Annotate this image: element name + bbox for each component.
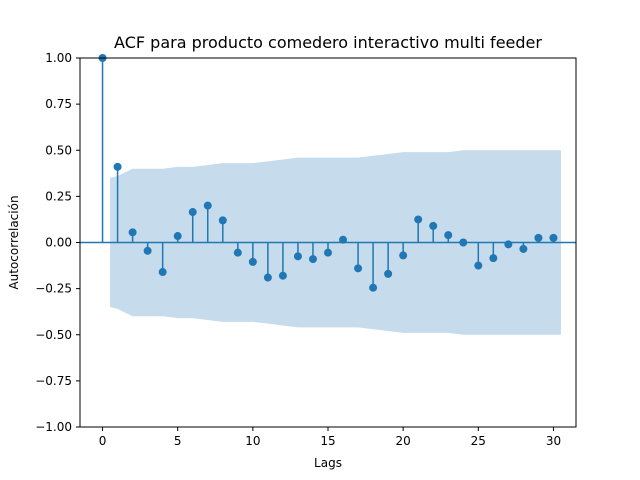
- acf-point: [339, 235, 348, 244]
- y-tick-label: −0.75: [35, 374, 72, 388]
- x-tick-label: 10: [245, 434, 260, 448]
- x-tick-label: 5: [174, 434, 182, 448]
- acf-point: [519, 244, 528, 253]
- acf-point: [293, 252, 302, 261]
- acf-point: [534, 233, 543, 242]
- x-tick-label: 30: [546, 434, 561, 448]
- acf-point: [429, 221, 438, 230]
- acf-point: [203, 201, 212, 210]
- acf-point: [549, 233, 558, 242]
- x-axis-ticks: 0 5 10 15 20 25 30: [99, 427, 561, 448]
- y-tick-label: 0.25: [45, 189, 72, 203]
- acf-point: [504, 240, 513, 249]
- acf-point: [324, 248, 332, 257]
- acf-point: [143, 246, 152, 255]
- acf-point: [414, 215, 423, 224]
- acf-point: [278, 271, 287, 280]
- x-tick-label: 0: [99, 434, 107, 448]
- y-tick-label: 0.75: [45, 97, 72, 111]
- y-axis-label: Autocorrelación: [7, 195, 21, 289]
- y-tick-label: −0.50: [35, 328, 72, 342]
- acf-point: [489, 254, 498, 263]
- acf-point: [399, 251, 408, 260]
- y-tick-label: 1.00: [45, 51, 72, 65]
- y-axis-ticks: −1.00 −0.75 −0.50 −0.25 0.00 0.25 0.50 0.75 1.00: [35, 51, 80, 434]
- y-tick-label: 0.50: [45, 143, 72, 157]
- y-tick-label: 0.00: [45, 236, 72, 250]
- acf-point: [369, 283, 378, 292]
- acf-point: [128, 228, 137, 237]
- x-tick-label: 20: [396, 434, 411, 448]
- x-axis-label: Lags: [314, 456, 342, 470]
- acf-point: [263, 273, 272, 282]
- acf-point: [188, 208, 197, 217]
- y-tick-label: −0.25: [35, 282, 72, 296]
- plot-area: [80, 54, 576, 335]
- acf-point: [459, 238, 468, 247]
- x-tick-label: 25: [471, 434, 486, 448]
- acf-point: [113, 162, 122, 171]
- acf-point: [444, 231, 453, 240]
- acf-point: [384, 269, 393, 278]
- x-tick-label: 15: [320, 434, 335, 448]
- chart-title: ACF para producto comedero interactivo m…: [114, 33, 542, 52]
- acf-point: [173, 232, 182, 241]
- acf-point: [248, 257, 257, 266]
- acf-point: [218, 216, 227, 225]
- acf-point: [233, 248, 242, 257]
- acf-point: [474, 261, 483, 270]
- acf-point: [158, 268, 167, 277]
- y-tick-label: −1.00: [35, 420, 72, 434]
- acf-point: [354, 264, 363, 273]
- acf-point: [308, 255, 317, 264]
